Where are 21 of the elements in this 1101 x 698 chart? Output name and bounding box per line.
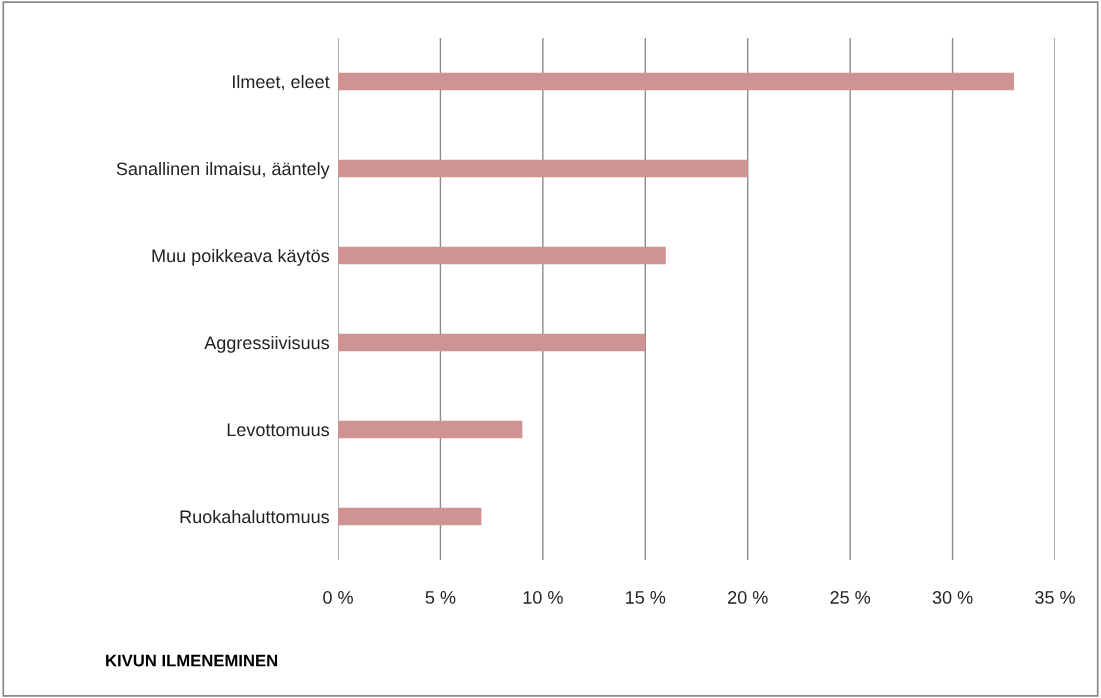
x-tick-label: 0 % — [323, 591, 353, 604]
y-tick-label: Ilmeet, eleet — [232, 74, 330, 91]
x-tick-label: 25 % — [830, 591, 871, 604]
bar — [338, 420, 523, 439]
x-tick-label: 30 % — [932, 591, 973, 604]
bar — [338, 507, 482, 526]
x-tick-label: 10 % — [523, 591, 563, 604]
y-tick-label: Sanallinen ilmaisu, ääntely — [116, 161, 330, 179]
bar — [338, 159, 748, 178]
bar — [338, 333, 646, 352]
bar — [338, 72, 1015, 91]
y-tick-label: Levottomuus — [227, 423, 330, 437]
y-tick-label: Ruokahaluttomuus — [180, 509, 330, 524]
x-tick-label: 35 % — [1035, 591, 1075, 604]
y-tick-label: Aggressiivisuus — [204, 335, 330, 353]
x-tick-label: 20 % — [728, 591, 768, 604]
x-tick-label: 15 % — [626, 591, 666, 604]
y-tick-label: Muu poikkeava käytös — [152, 248, 330, 266]
x-tick-label: 5 % — [425, 591, 456, 604]
bar — [338, 246, 666, 265]
x-axis-title: KIVUN ILMENEMINEN — [106, 654, 278, 667]
